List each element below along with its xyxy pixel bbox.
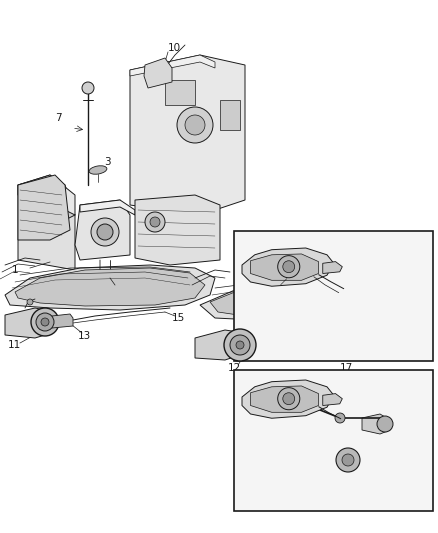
Text: 17: 17: [346, 282, 357, 291]
Polygon shape: [18, 175, 70, 240]
Polygon shape: [210, 282, 355, 316]
Circle shape: [82, 82, 94, 94]
Text: 8: 8: [358, 483, 364, 493]
Ellipse shape: [89, 166, 107, 174]
Polygon shape: [242, 248, 334, 286]
Text: 15: 15: [172, 313, 185, 323]
Circle shape: [41, 318, 49, 326]
Circle shape: [177, 107, 213, 143]
Circle shape: [230, 335, 250, 355]
Text: 14: 14: [278, 265, 291, 275]
Circle shape: [335, 413, 345, 423]
Polygon shape: [18, 175, 75, 215]
Polygon shape: [200, 278, 365, 320]
Polygon shape: [242, 380, 334, 418]
Polygon shape: [18, 175, 75, 225]
Polygon shape: [5, 308, 45, 338]
Polygon shape: [251, 386, 318, 413]
Circle shape: [283, 393, 295, 405]
Polygon shape: [268, 280, 282, 292]
Polygon shape: [165, 80, 195, 105]
Text: (BUX): (BUX): [238, 351, 264, 359]
Polygon shape: [282, 378, 318, 390]
Circle shape: [97, 224, 113, 240]
Polygon shape: [282, 378, 318, 478]
Polygon shape: [130, 55, 245, 215]
Polygon shape: [15, 268, 205, 306]
Polygon shape: [195, 330, 240, 360]
Text: 17: 17: [343, 412, 354, 421]
Circle shape: [150, 217, 160, 227]
Circle shape: [36, 313, 54, 331]
Polygon shape: [362, 414, 390, 434]
Polygon shape: [75, 200, 130, 260]
Circle shape: [377, 416, 393, 432]
Text: 10: 10: [168, 43, 181, 53]
Text: 13: 13: [78, 331, 91, 341]
Circle shape: [342, 454, 354, 466]
Polygon shape: [135, 195, 220, 265]
Text: 10: 10: [274, 282, 285, 291]
Bar: [234, 370, 433, 511]
Polygon shape: [318, 445, 362, 476]
Circle shape: [336, 448, 360, 472]
Polygon shape: [323, 262, 343, 273]
Text: 3: 3: [104, 157, 111, 167]
Bar: [234, 231, 433, 361]
Text: 7: 7: [55, 113, 62, 123]
Polygon shape: [5, 265, 215, 310]
Circle shape: [278, 256, 300, 278]
Polygon shape: [220, 100, 240, 130]
Polygon shape: [270, 378, 282, 395]
Circle shape: [283, 261, 295, 273]
Text: 1: 1: [12, 265, 19, 275]
Circle shape: [27, 299, 33, 305]
Text: 9: 9: [392, 403, 399, 413]
Circle shape: [145, 212, 165, 232]
Text: 2: 2: [116, 280, 123, 290]
Polygon shape: [130, 55, 215, 76]
Polygon shape: [323, 393, 343, 406]
Circle shape: [91, 218, 119, 246]
Polygon shape: [50, 314, 73, 328]
Polygon shape: [18, 185, 75, 270]
Circle shape: [278, 387, 300, 410]
Polygon shape: [251, 254, 318, 280]
Text: 11: 11: [8, 340, 21, 350]
Text: 17: 17: [340, 363, 353, 373]
Polygon shape: [80, 200, 135, 215]
Circle shape: [224, 329, 256, 361]
Text: 12: 12: [228, 363, 241, 373]
Circle shape: [236, 341, 244, 349]
Circle shape: [31, 308, 59, 336]
Circle shape: [185, 115, 205, 135]
Text: (EXC.  BUX): (EXC. BUX): [238, 486, 290, 495]
Polygon shape: [144, 58, 172, 88]
